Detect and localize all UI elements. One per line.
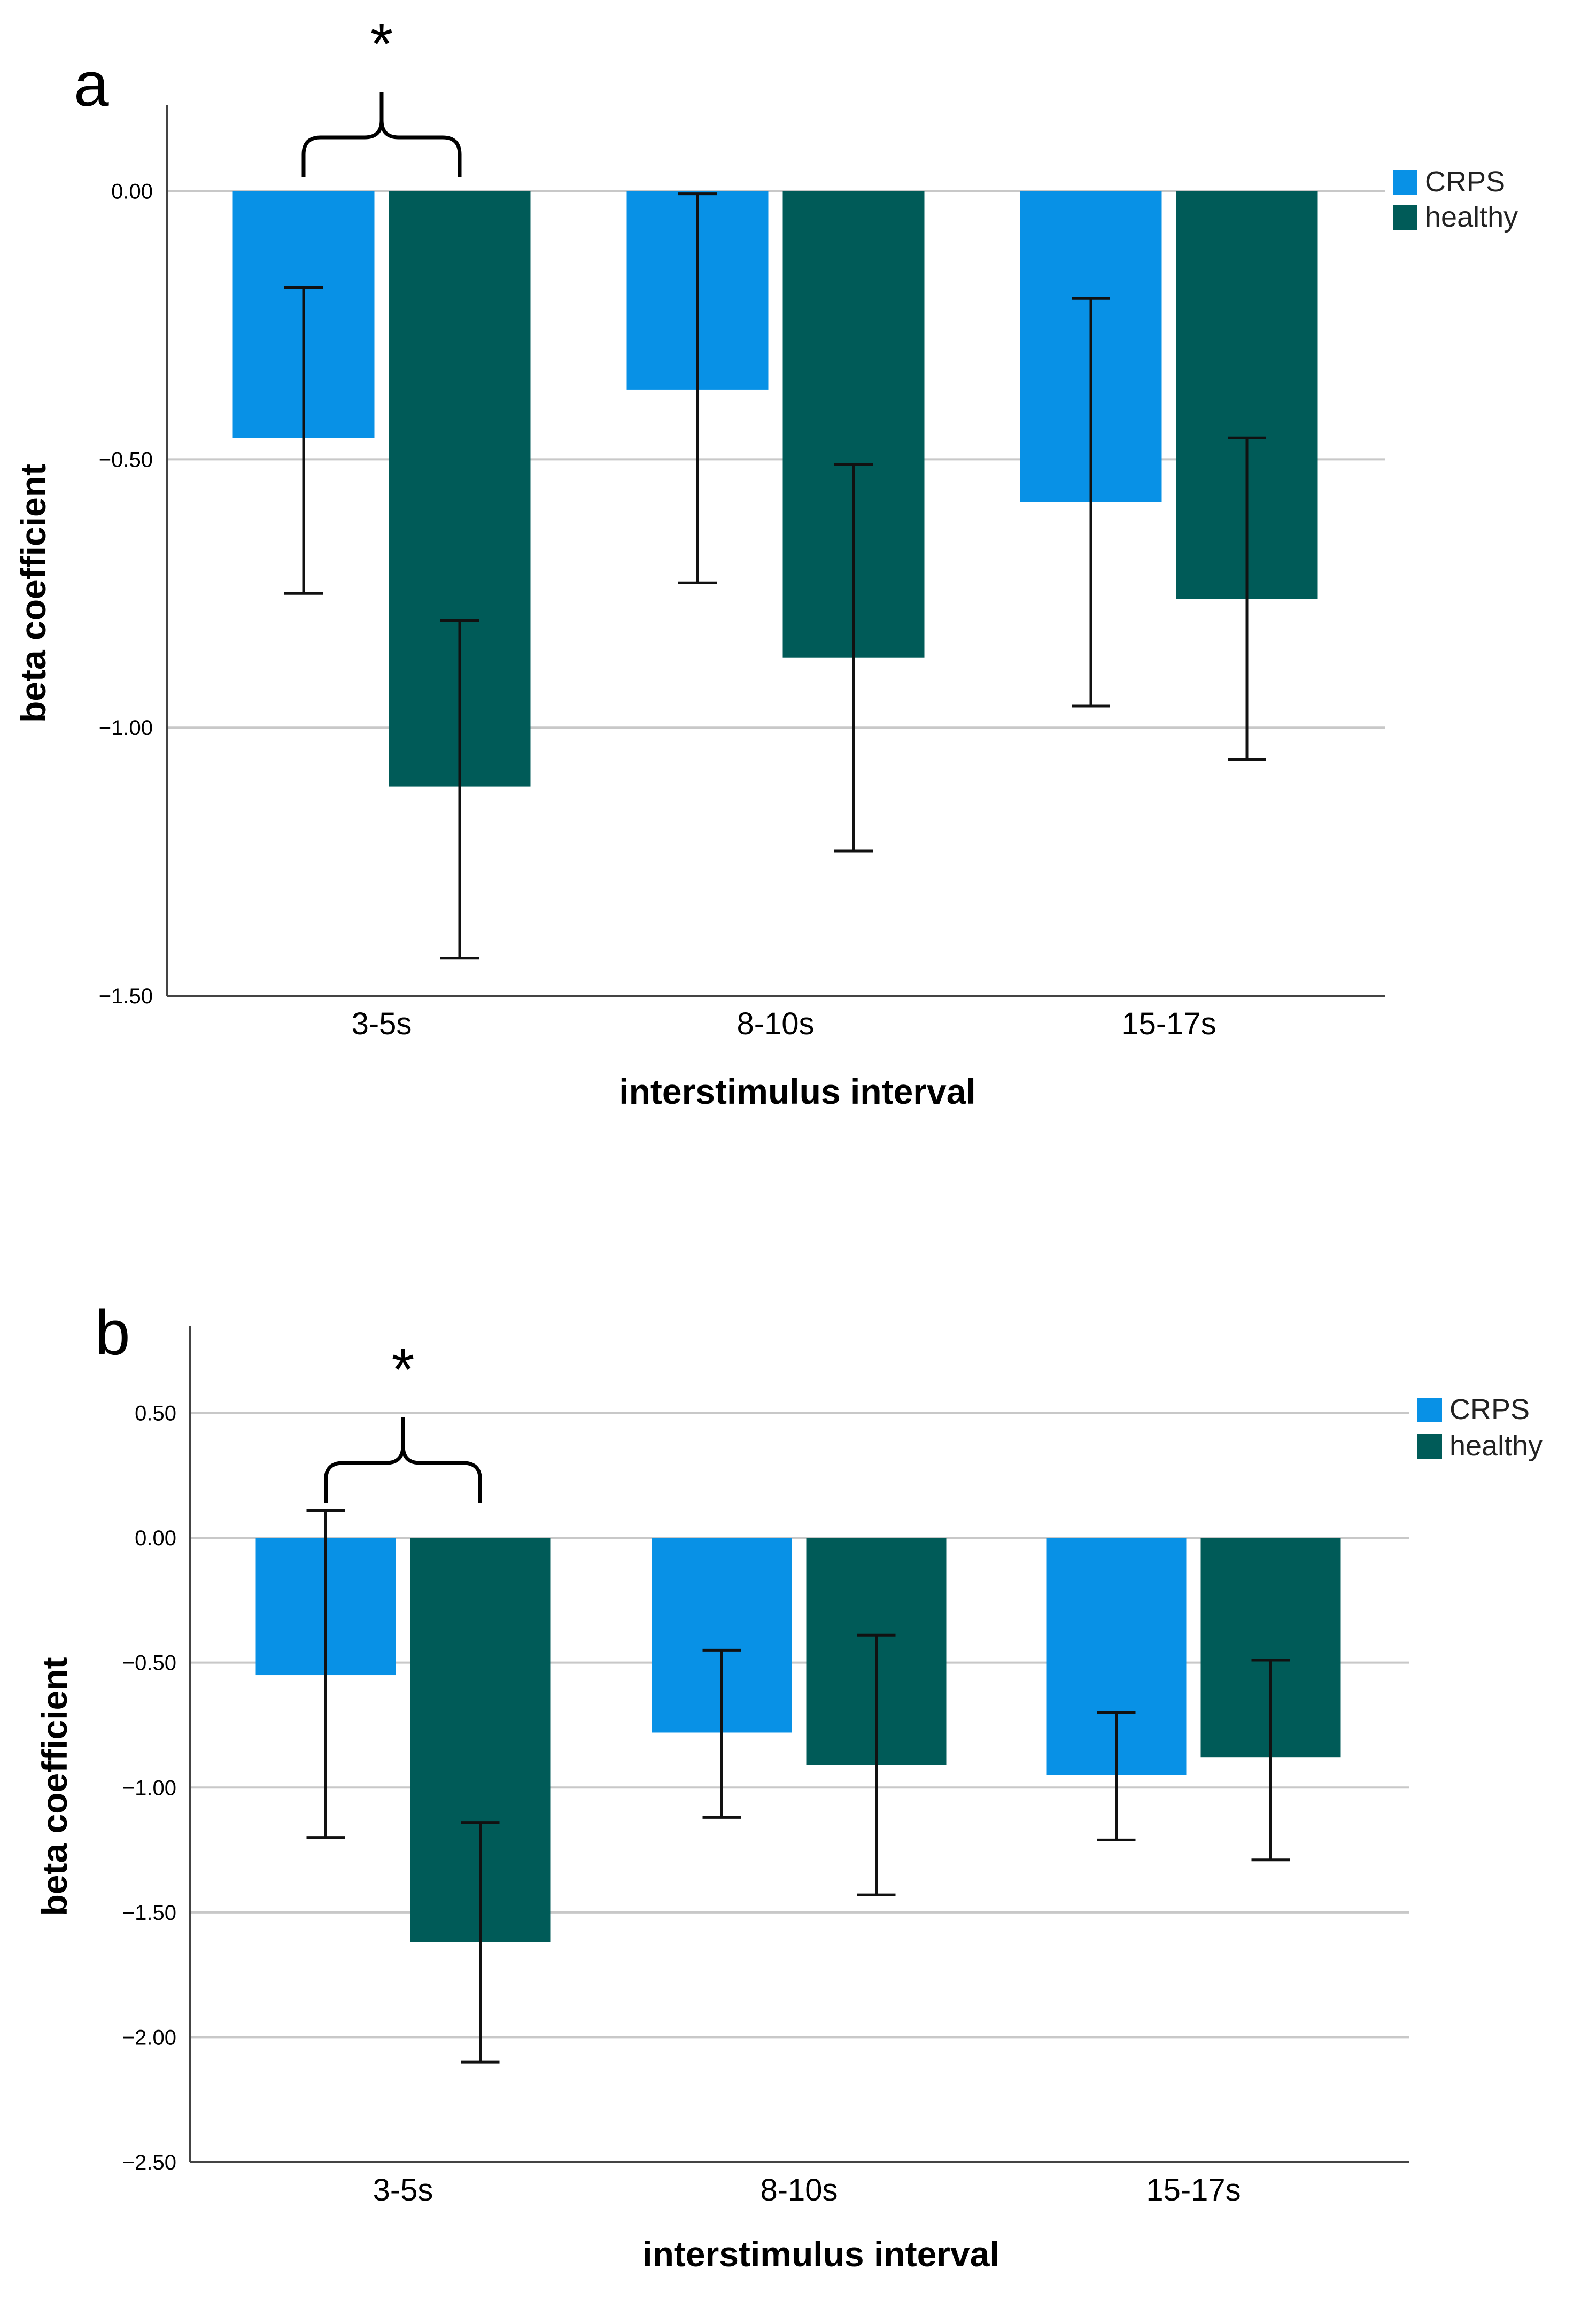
legend-label-healthy: healthy [1425, 201, 1518, 233]
legend-swatch-crps [1393, 170, 1417, 195]
x-tick-label: 15-17s [1146, 2173, 1241, 2207]
panel-label: a [74, 49, 109, 120]
legend-swatch-healthy [1393, 205, 1417, 230]
error-bar-crps-8-10s [702, 1648, 741, 1819]
y-tick-label: −1.00 [99, 716, 153, 740]
x-axis-title: interstimulus interval [642, 2234, 999, 2274]
y-tick-label: −0.50 [99, 448, 153, 471]
y-tick-label: −1.00 [122, 1776, 176, 1800]
y-tick-label: 0.50 [135, 1402, 176, 1426]
error-bar-healthy-3-5s [440, 618, 479, 960]
x-tick-label: 8-10s [737, 1006, 814, 1041]
error-bar-crps-15-17s [1072, 297, 1110, 708]
error-bar-healthy-3-5s [461, 1821, 500, 2064]
y-axis-title: beta coefficient [13, 464, 53, 723]
x-tick-label: 15-17s [1121, 1006, 1216, 1041]
legend-label-crps: CRPS [1450, 1393, 1530, 1426]
y-axis-title: beta coefficient [35, 1657, 74, 1916]
legend-swatch-crps [1417, 1398, 1442, 1422]
y-tick-label: −1.50 [99, 985, 153, 1008]
significance-star: * [392, 1337, 415, 1403]
significance-brace [324, 1417, 482, 1503]
legend-label-crps: CRPS [1425, 166, 1505, 198]
y-tick-label: 0.00 [111, 180, 153, 204]
legend-swatch-healthy [1417, 1434, 1442, 1459]
y-tick-label: −2.00 [122, 2026, 176, 2049]
error-bar-crps-3-5s [306, 1509, 345, 1839]
x-tick-label: 3-5s [373, 2173, 433, 2207]
y-tick-label: −2.50 [122, 2151, 176, 2174]
legend-label-healthy: healthy [1450, 1430, 1543, 1462]
x-tick-label: 3-5s [352, 1006, 412, 1041]
chart-panel-a: 0.00 −0.50 −1.00 −1.50 3-5s 8-10s 15-17s inters… [13, 11, 1518, 1111]
x-tick-label: 8-10s [760, 2173, 838, 2207]
error-bar-healthy-8-10s [857, 1633, 896, 1896]
error-bar-crps-8-10s [678, 192, 717, 584]
error-bar-healthy-8-10s [834, 463, 873, 853]
panel-label: b [95, 1298, 130, 1368]
error-bar-healthy-15-17s [1251, 1659, 1290, 1862]
error-bar-healthy-15-17s [1228, 436, 1266, 761]
significance-star: * [370, 11, 393, 77]
y-tick-label: 0.00 [135, 1527, 176, 1550]
significance-brace [301, 92, 462, 177]
chart-panel-b: 0.50 0.00 −0.50 −1.00 −1.50 −2.00 −2.50 3-5s 8-1… [35, 1298, 1543, 2274]
y-tick-label: −1.50 [122, 1901, 176, 1925]
error-bar-crps-15-17s [1097, 1711, 1136, 1841]
error-bar-crps-3-5s [284, 286, 323, 595]
y-tick-label: −0.50 [122, 1652, 176, 1675]
legend: CRPS healthy [1417, 1393, 1543, 1462]
x-axis-title: interstimulus interval [619, 1072, 976, 1111]
